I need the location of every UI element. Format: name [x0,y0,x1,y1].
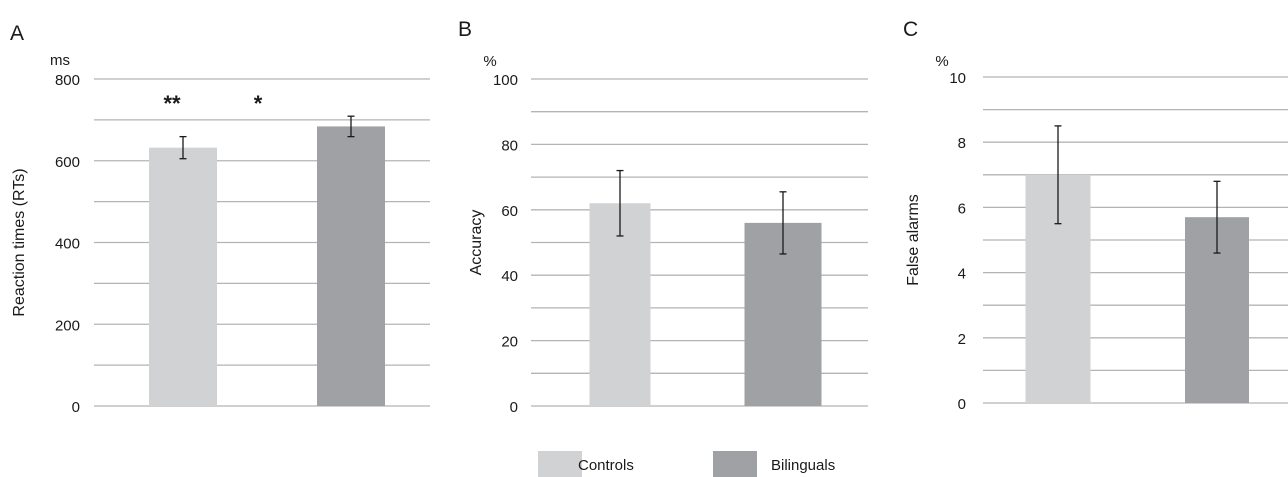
y-tick-label: 8 [958,135,966,152]
y-tick-label: 100 [493,72,518,89]
panel-letter: B [458,18,472,41]
y-tick-label: 0 [72,399,80,416]
y-axis-label: Reaction times (RTs) [11,168,28,316]
panel-b: 0 20 40 60 80 100% B Accuracy [458,18,868,416]
panel-c: 0 2 4 6 8 10% C False alarms [903,18,1288,413]
bar-controls [589,203,651,406]
y-tick-label: 800 [55,72,80,89]
error-bar [1213,180,1221,254]
y-tick-label: 0 [510,399,518,416]
bar-controls [149,147,217,407]
significance-marker: * [254,91,263,116]
error-bar [347,115,355,138]
y-tick-label: 200 [55,317,80,334]
y-unit-label: % [483,53,496,70]
error-bar [779,191,787,255]
y-unit-label: % [935,53,948,70]
y-tick-label: 80 [501,137,518,154]
legend-swatch-controls [538,451,582,477]
y-tick-label: 400 [55,236,80,253]
legend-label-bilinguals: Bilinguals [771,457,835,474]
y-tick-label: 10 [949,70,966,87]
y-tick-label: 0 [958,396,966,413]
legend: Controls Bilinguals [538,451,835,477]
y-tick-label: 2 [958,331,966,348]
error-bar [1054,125,1062,225]
panel-letter: C [903,18,918,41]
y-tick-label: 40 [501,268,518,285]
y-tick-label: 6 [958,200,966,217]
y-axis-label: Accuracy [468,210,485,276]
y-axis-label: False alarms [905,194,922,286]
significance-marker: ** [163,91,181,116]
error-bar [616,169,624,237]
y-tick-label: 600 [55,154,80,171]
bar-bilinguals [317,126,385,406]
error-bar [179,135,187,160]
panel-letter: A [10,22,24,45]
legend-swatch-bilinguals [713,451,757,477]
legend-label-controls: Controls [578,457,634,474]
y-tick-label: 20 [501,334,518,351]
y-tick-label: 4 [958,266,966,283]
y-unit-label: ms [50,52,70,69]
y-tick-label: 60 [501,203,518,220]
